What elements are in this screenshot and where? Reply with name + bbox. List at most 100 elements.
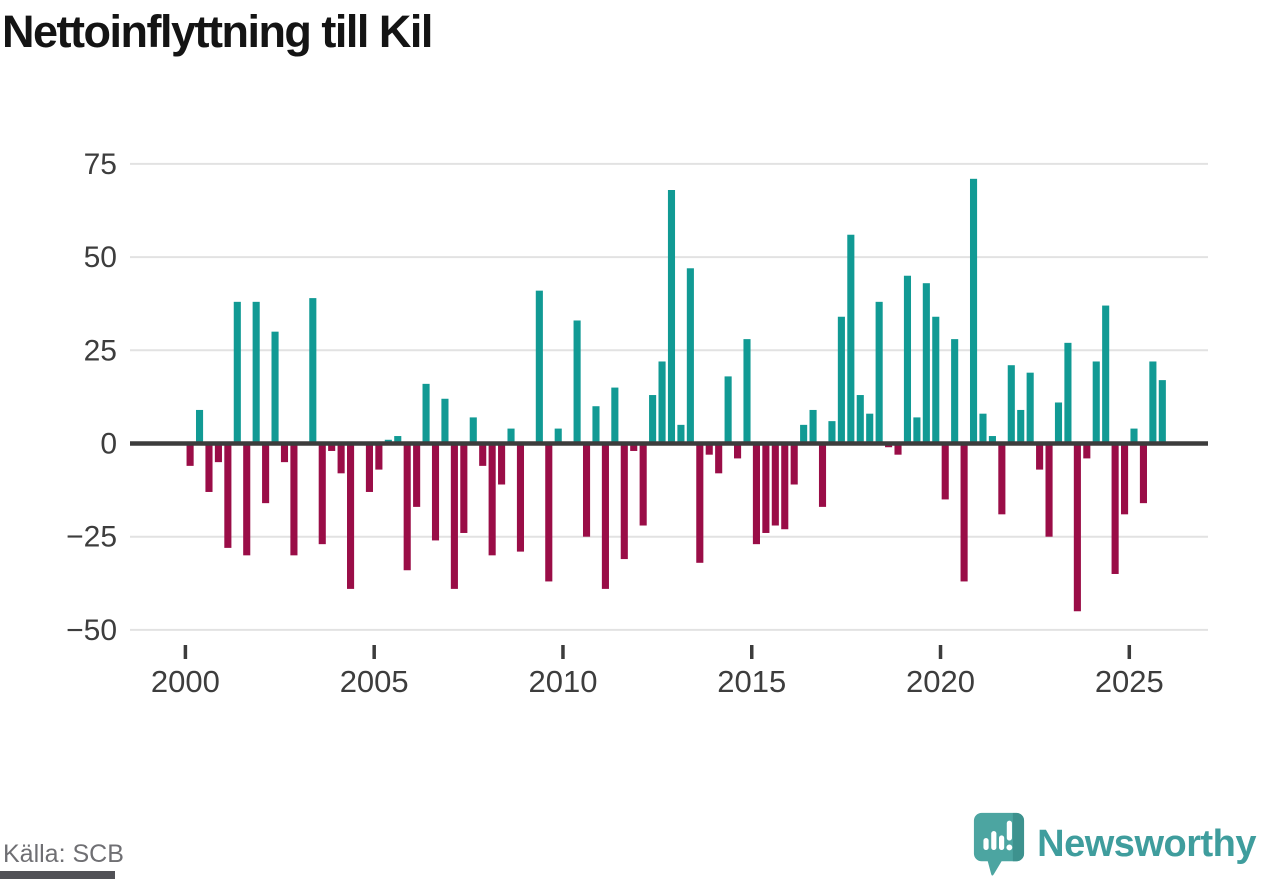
bar-2007Q4 [479,443,487,466]
bar-2005Q4 [403,443,411,571]
bar-2023Q2 [1064,342,1072,444]
bar-2013Q1 [677,424,685,444]
bar-2021Q3 [998,443,1006,515]
y-tick-label-25: 25 [84,334,117,367]
bar-2007Q3 [469,417,477,444]
bar-2011Q4 [630,443,638,451]
bar-2005Q1 [375,443,383,470]
bar-2000Q2 [195,409,204,444]
bar-2012Q4 [667,190,676,444]
bar-2014Q2 [724,376,732,444]
bar-2015Q2 [762,443,770,533]
bar-2014Q3 [734,443,742,459]
bar-2002Q4 [290,443,298,556]
bar-2017Q1 [828,421,836,444]
bar-2015Q1 [752,443,760,545]
bar-2017Q4 [856,395,864,444]
source-text: Källa: SCB [3,840,124,868]
bar-2023Q3 [1073,443,1081,612]
bar-2023Q4 [1083,443,1091,459]
newsworthy-logo-icon [974,812,1025,876]
bar-2025Q4 [1158,380,1166,444]
bar-2009Q2 [535,290,543,444]
bar-2001Q1 [224,443,232,548]
bar-2020Q1 [941,443,949,500]
bar-2021Q2 [988,436,996,444]
bar-2016Q3 [809,409,817,444]
bar-2022Q2 [1026,372,1034,444]
bar-2008Q3 [507,428,515,444]
bar-2006Q3 [431,443,440,541]
bar-2000Q4 [214,443,222,463]
bar-2006Q4 [441,398,449,444]
bar-2021Q4 [1007,365,1015,444]
y-tick-label--25: −25 [66,521,117,554]
bar-2003Q4 [328,443,336,451]
bar-2018Q1 [866,413,874,444]
bar-2006Q1 [413,443,421,507]
y-tick-label--50: −50 [66,614,117,647]
y-tick-label-50: 50 [84,241,117,274]
bar-2010Q4 [592,406,600,444]
bar-2002Q2 [271,331,279,444]
y-tick-label-75: 75 [84,148,117,181]
bar-2024Q2 [1102,305,1110,444]
bar-2014Q4 [743,339,751,444]
bar-2021Q1 [979,413,987,444]
bar-2012Q3 [658,361,666,444]
bar-2012Q1 [639,443,647,526]
bar-2022Q1 [1017,409,1025,444]
bar-2017Q3 [847,234,855,444]
newsworthy-wordmark: Newsworthy [1037,822,1256,865]
bar-2002Q3 [280,443,289,463]
y-tick-label-0: 0 [100,428,117,461]
bar-2010Q2 [573,320,581,444]
bar-2003Q3 [318,443,326,545]
bar-2020Q4 [969,178,978,444]
bar-2019Q2 [913,417,921,444]
newsworthy-logo: Newsworthy [973,812,1256,876]
bar-2009Q3 [545,443,553,582]
bar-2001Q4 [252,301,260,444]
bar-2025Q2 [1139,443,1147,504]
bar-2002Q1 [262,443,270,504]
bar-2022Q3 [1036,443,1044,470]
bar-2020Q2 [951,339,959,444]
bar-2025Q3 [1149,361,1157,444]
x-tick-label-2015: 2015 [717,664,786,699]
bar-2023Q1 [1054,402,1063,444]
x-tick-label-2010: 2010 [528,664,597,699]
bar-2006Q2 [422,383,430,444]
bar-2011Q2 [611,387,619,444]
bar-2018Q2 [875,301,883,444]
bar-2019Q1 [903,275,912,444]
x-tick-label-2020: 2020 [906,664,975,699]
bar-2019Q3 [922,283,930,444]
bar-2025Q1 [1130,428,1138,444]
bar-2007Q2 [460,443,468,533]
bar-2024Q1 [1092,361,1100,444]
bar-2000Q3 [205,443,213,492]
bar-2001Q2 [233,301,241,444]
bar-2015Q3 [771,443,779,526]
bar-2014Q1 [715,443,723,474]
bar-2017Q2 [837,316,845,444]
bar-2016Q2 [800,424,808,444]
x-tick-label-2005: 2005 [340,664,409,699]
bar-2011Q1 [601,443,609,589]
bar-2010Q3 [582,443,591,537]
bottom-strip [0,871,115,879]
bar-2013Q4 [705,443,713,455]
bar-2018Q4 [894,443,902,455]
bar-2013Q3 [696,443,704,563]
bar-2016Q1 [790,443,798,485]
bar-2004Q4 [365,443,373,492]
bar-2024Q4 [1121,443,1129,515]
bar-2008Q2 [498,443,506,485]
bar-2005Q3 [394,436,402,444]
bar-2001Q3 [243,443,251,556]
bar-2020Q3 [960,443,968,582]
bar-2012Q2 [649,395,657,444]
